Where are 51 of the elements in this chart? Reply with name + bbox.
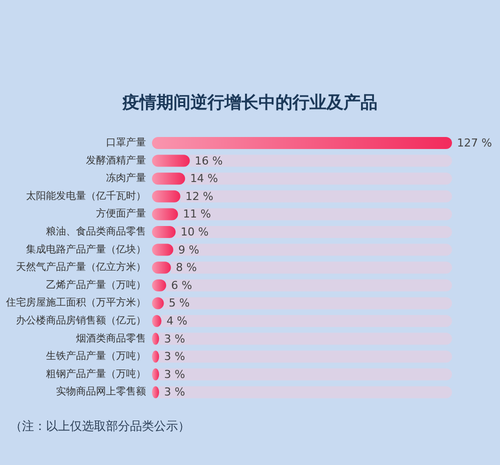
bar (190, 154, 452, 167)
y-tick-label: 冻肉产量 (106, 172, 146, 184)
bar (152, 154, 190, 167)
data-label: 11 % (182, 208, 211, 221)
bar (159, 350, 452, 363)
data-label: 12 % (185, 190, 214, 203)
y-tick-label: 粮油、食品类商品零售 (46, 226, 146, 238)
y-tick-label: 乙烯产品产量（万吨） (46, 278, 146, 291)
y-tick-label: 天然气产品产量（亿立方米） (16, 261, 146, 274)
data-label: 127 % (457, 136, 492, 150)
y-tick-label: 粗钢产品产量（万吨） (46, 368, 146, 380)
y-tick-label: 太阳能发电量（亿千瓦时） (26, 190, 146, 202)
bar (159, 332, 452, 345)
y-tick-label: 办公楼商品房销售额（亿元） (16, 314, 146, 326)
y-tick-label: 住宅房屋施工面积（万平方米） (6, 296, 146, 309)
bar (152, 190, 180, 202)
y-tick-label: 发酵酒精产量 (86, 154, 146, 166)
y-tick-label: 生铁产品产量（万吨） (46, 350, 146, 362)
bar (152, 137, 452, 149)
y-tick-label: 实物商品网上零售额 (56, 386, 146, 398)
bar (180, 190, 452, 202)
y-tick-label: 集成电路产品产量（亿块） (26, 243, 146, 256)
data-label: 16 % (194, 154, 223, 168)
bar (176, 226, 452, 238)
y-tick-label: 烟酒类商品零售 (76, 332, 146, 344)
data-label: 9 % (178, 243, 200, 256)
data-label: 3 % (164, 368, 186, 381)
data-label: 6 % (171, 278, 192, 292)
bar (159, 386, 452, 398)
bar (161, 315, 452, 327)
bar (164, 297, 452, 310)
data-label: 14 % (190, 172, 218, 186)
data-label: 10 % (180, 226, 209, 238)
bar (166, 279, 452, 292)
data-label: 8 % (176, 261, 197, 274)
bar (152, 172, 186, 185)
data-label: 3 % (164, 386, 186, 399)
bar (159, 368, 452, 380)
data-label: 3 % (164, 332, 186, 346)
bar (152, 208, 178, 220)
data-label: 4 % (166, 314, 188, 328)
bar (185, 172, 452, 185)
data-label: 3 % (164, 350, 186, 364)
chart-title: 疫情期间逆行增长中的行业及产品 (122, 93, 378, 113)
text: （注：以上仅选取部分品类公示） (10, 419, 190, 433)
y-tick-label: 方便面产量 (96, 208, 146, 220)
data-label: 5 % (168, 296, 190, 310)
bar (170, 262, 452, 274)
y-tick-label: 口罩产量 (106, 136, 146, 148)
bar (178, 208, 452, 220)
bar (173, 244, 452, 256)
